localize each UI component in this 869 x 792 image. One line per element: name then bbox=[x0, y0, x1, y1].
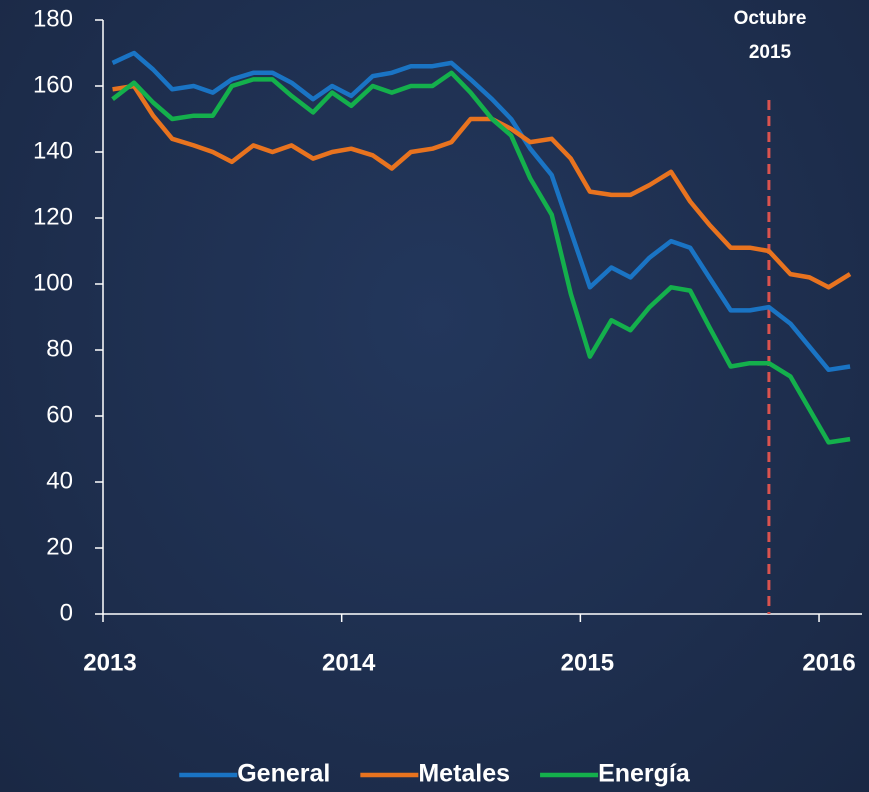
series-line bbox=[111, 50, 851, 373]
y-tick-label: 80 bbox=[46, 335, 73, 362]
y-tick-label: 0 bbox=[60, 599, 73, 626]
series-line bbox=[112, 83, 852, 290]
x-tick-label: 2016 bbox=[802, 649, 855, 676]
y-tick-label: 180 bbox=[33, 5, 73, 32]
y-tick-label: 160 bbox=[33, 71, 73, 98]
legend-label: General bbox=[237, 760, 330, 788]
series-line bbox=[111, 70, 851, 445]
y-tick-label: 20 bbox=[46, 533, 73, 560]
x-tick-label: 2014 bbox=[322, 649, 376, 676]
y-tick-label: 40 bbox=[46, 467, 73, 494]
annotation-text: 2015 bbox=[749, 42, 792, 63]
y-tick-label: 120 bbox=[33, 203, 73, 230]
x-tick-label: 2015 bbox=[561, 649, 614, 676]
y-tick-label: 100 bbox=[33, 269, 73, 296]
y-tick-label: 60 bbox=[46, 401, 73, 428]
y-tick-label: 140 bbox=[33, 137, 73, 164]
legend-label: Energía bbox=[598, 760, 691, 788]
legend-label: Metales bbox=[418, 760, 510, 788]
annotation-text: Octubre bbox=[734, 8, 807, 29]
x-tick-label: 2013 bbox=[83, 649, 136, 676]
legend: General Metales Energía bbox=[179, 760, 691, 788]
